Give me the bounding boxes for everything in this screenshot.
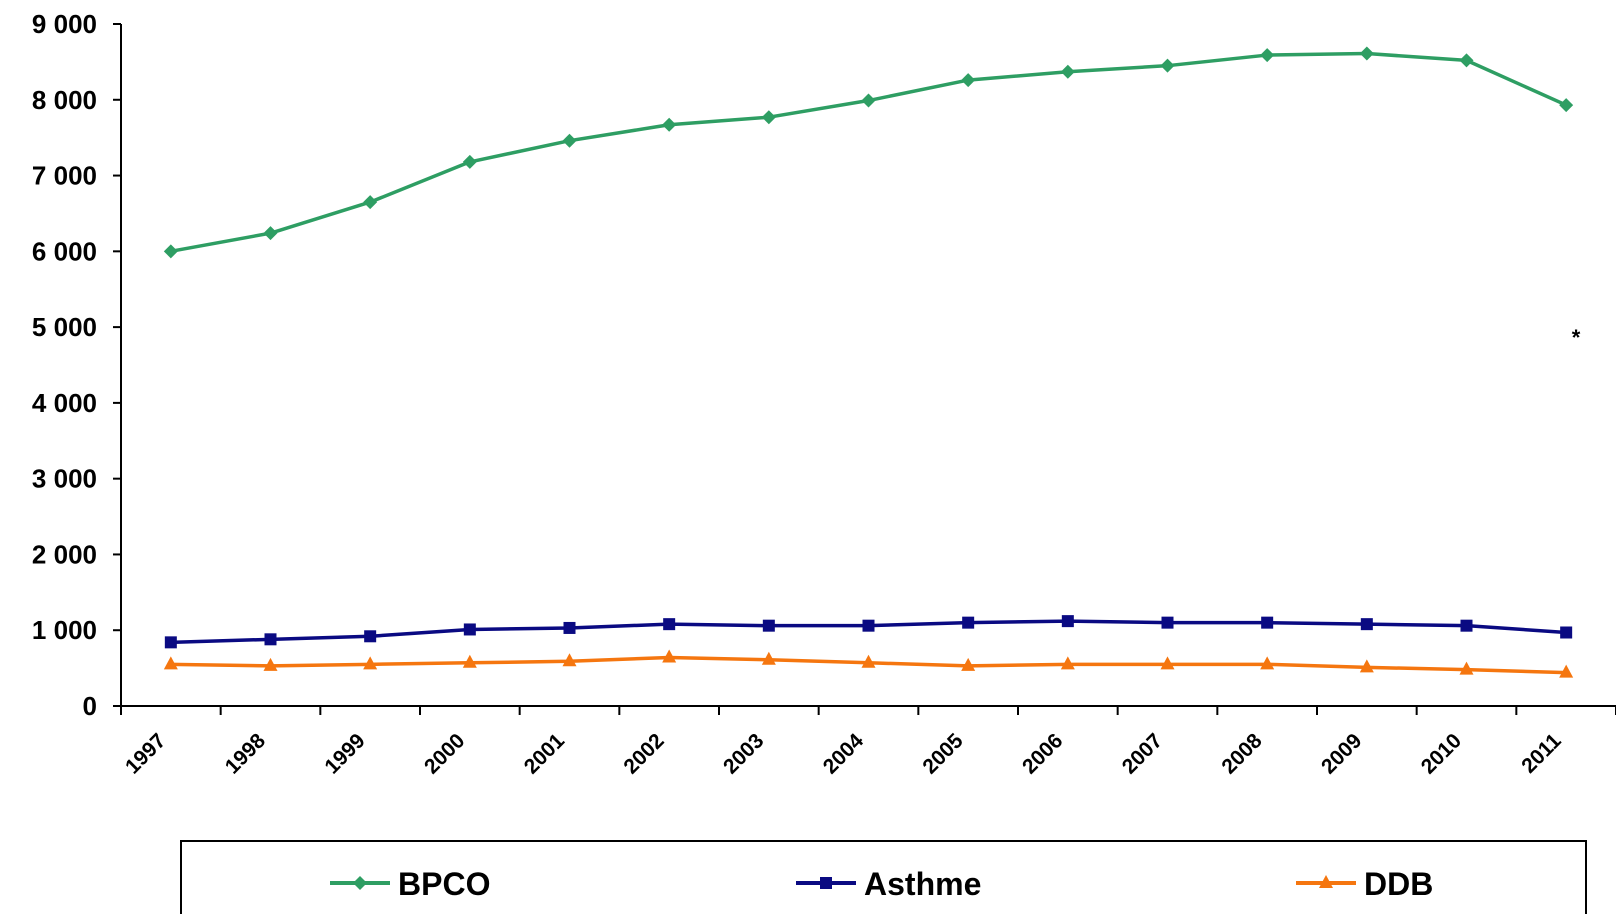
x-tick-label: 2003 [719,729,768,778]
data-point-asthme [1360,618,1373,631]
y-tick-label: 0 [83,691,97,721]
data-point-bpco [662,117,677,132]
data-point-bpco [761,110,776,125]
data-point-asthme [762,619,775,632]
data-point-ddb [761,651,776,665]
y-tick-label: 1 000 [32,615,97,645]
data-point-ddb [1060,656,1075,670]
legend-label-bpco: BPCO [398,866,490,902]
series-line-bpco [170,51,1567,254]
x-tick-label: 2004 [819,729,869,779]
y-axis: 0 1 000 2 000 3 000 4 000 5 000 6 000 7 000 8 00… [32,9,122,721]
y-tick-label: 3 000 [32,464,97,494]
data-point-bpco [263,226,278,241]
x-tick-label: 2006 [1018,729,1067,778]
data-point-ddb [662,649,677,663]
data-point-asthme [364,630,377,643]
data-point-asthme [1061,615,1074,628]
data-point-ddb [363,656,378,670]
data-point-ddb [1260,656,1275,670]
legend-item-asthme: Asthme [796,866,981,902]
data-point-bpco [1260,48,1275,63]
x-tick-label: 2011 [1517,729,1566,778]
legend-box [180,840,1587,914]
legend-item-ddb: DDB [1296,866,1433,902]
data-point-bpco [1060,64,1075,79]
y-tick-label: 4 000 [32,388,97,418]
data-point-bpco [1559,98,1574,113]
data-point-ddb [163,656,178,670]
x-axis: 1997 1998 1999 2000 2001 2002 2003 2004 2005 2006… [120,705,1616,779]
data-point-asthme [962,616,975,629]
legend-swatch-marker [820,877,832,889]
data-point-bpco [363,195,378,210]
x-tick-label: 2009 [1317,729,1366,778]
series-layer [163,46,1574,678]
annotation-asterisk: * [1572,325,1581,350]
y-tick-label: 7 000 [32,161,97,191]
data-point-asthme [264,633,277,646]
y-tick-label: 8 000 [32,85,97,115]
series-asthme [164,615,1573,649]
y-tick-label: 5 000 [32,312,97,342]
y-tick-label: 6 000 [32,236,97,266]
data-point-bpco [562,133,577,148]
data-point-ddb [562,653,577,667]
legend-item-bpco: BPCO [330,866,490,902]
data-point-bpco [163,244,178,259]
data-point-ddb [263,657,278,671]
x-tick-label: 2007 [1118,729,1167,778]
data-point-asthme [563,621,576,634]
data-point-bpco [1459,53,1474,68]
x-tick-label: 2005 [918,729,968,779]
legend-swatch-marker [1319,875,1333,888]
data-point-ddb [1160,656,1175,670]
data-point-bpco [961,73,976,88]
data-point-asthme [663,618,676,631]
x-tick-label: 2002 [619,729,668,778]
data-point-ddb [1559,664,1574,678]
series-ddb [163,649,1574,678]
data-point-bpco [1359,46,1374,61]
x-tick-label: 1998 [221,729,271,779]
data-point-bpco [1160,58,1175,73]
data-point-ddb [961,657,976,671]
data-point-ddb [1359,659,1374,673]
data-point-asthme [1161,616,1174,629]
data-point-asthme [463,623,476,636]
y-tick-label: 2 000 [32,539,97,569]
x-tick-label: 2000 [420,729,469,778]
data-point-asthme [1261,616,1274,629]
data-point-asthme [862,619,875,632]
data-point-ddb [462,654,477,668]
series-bpco [163,46,1574,259]
x-tick-label: 2010 [1417,729,1466,778]
data-point-asthme [164,636,177,649]
data-point-bpco [861,93,876,108]
legend-label-ddb: DDB [1364,866,1433,902]
x-tick-label: 1999 [320,729,369,778]
x-tick-label: 2008 [1217,729,1267,779]
x-tick-label: 1997 [121,729,170,778]
x-tick-label: 2001 [520,729,570,779]
y-tick-label: 9 000 [32,9,97,39]
legend-label-asthme: Asthme [864,866,981,902]
data-point-ddb [861,654,876,668]
legend: BPCO Asthme DDB [180,840,1587,914]
data-point-asthme [1560,626,1573,639]
legend-swatch-marker [353,876,367,890]
data-point-bpco [462,154,477,169]
data-point-asthme [1460,619,1473,632]
data-point-ddb [1459,661,1474,675]
